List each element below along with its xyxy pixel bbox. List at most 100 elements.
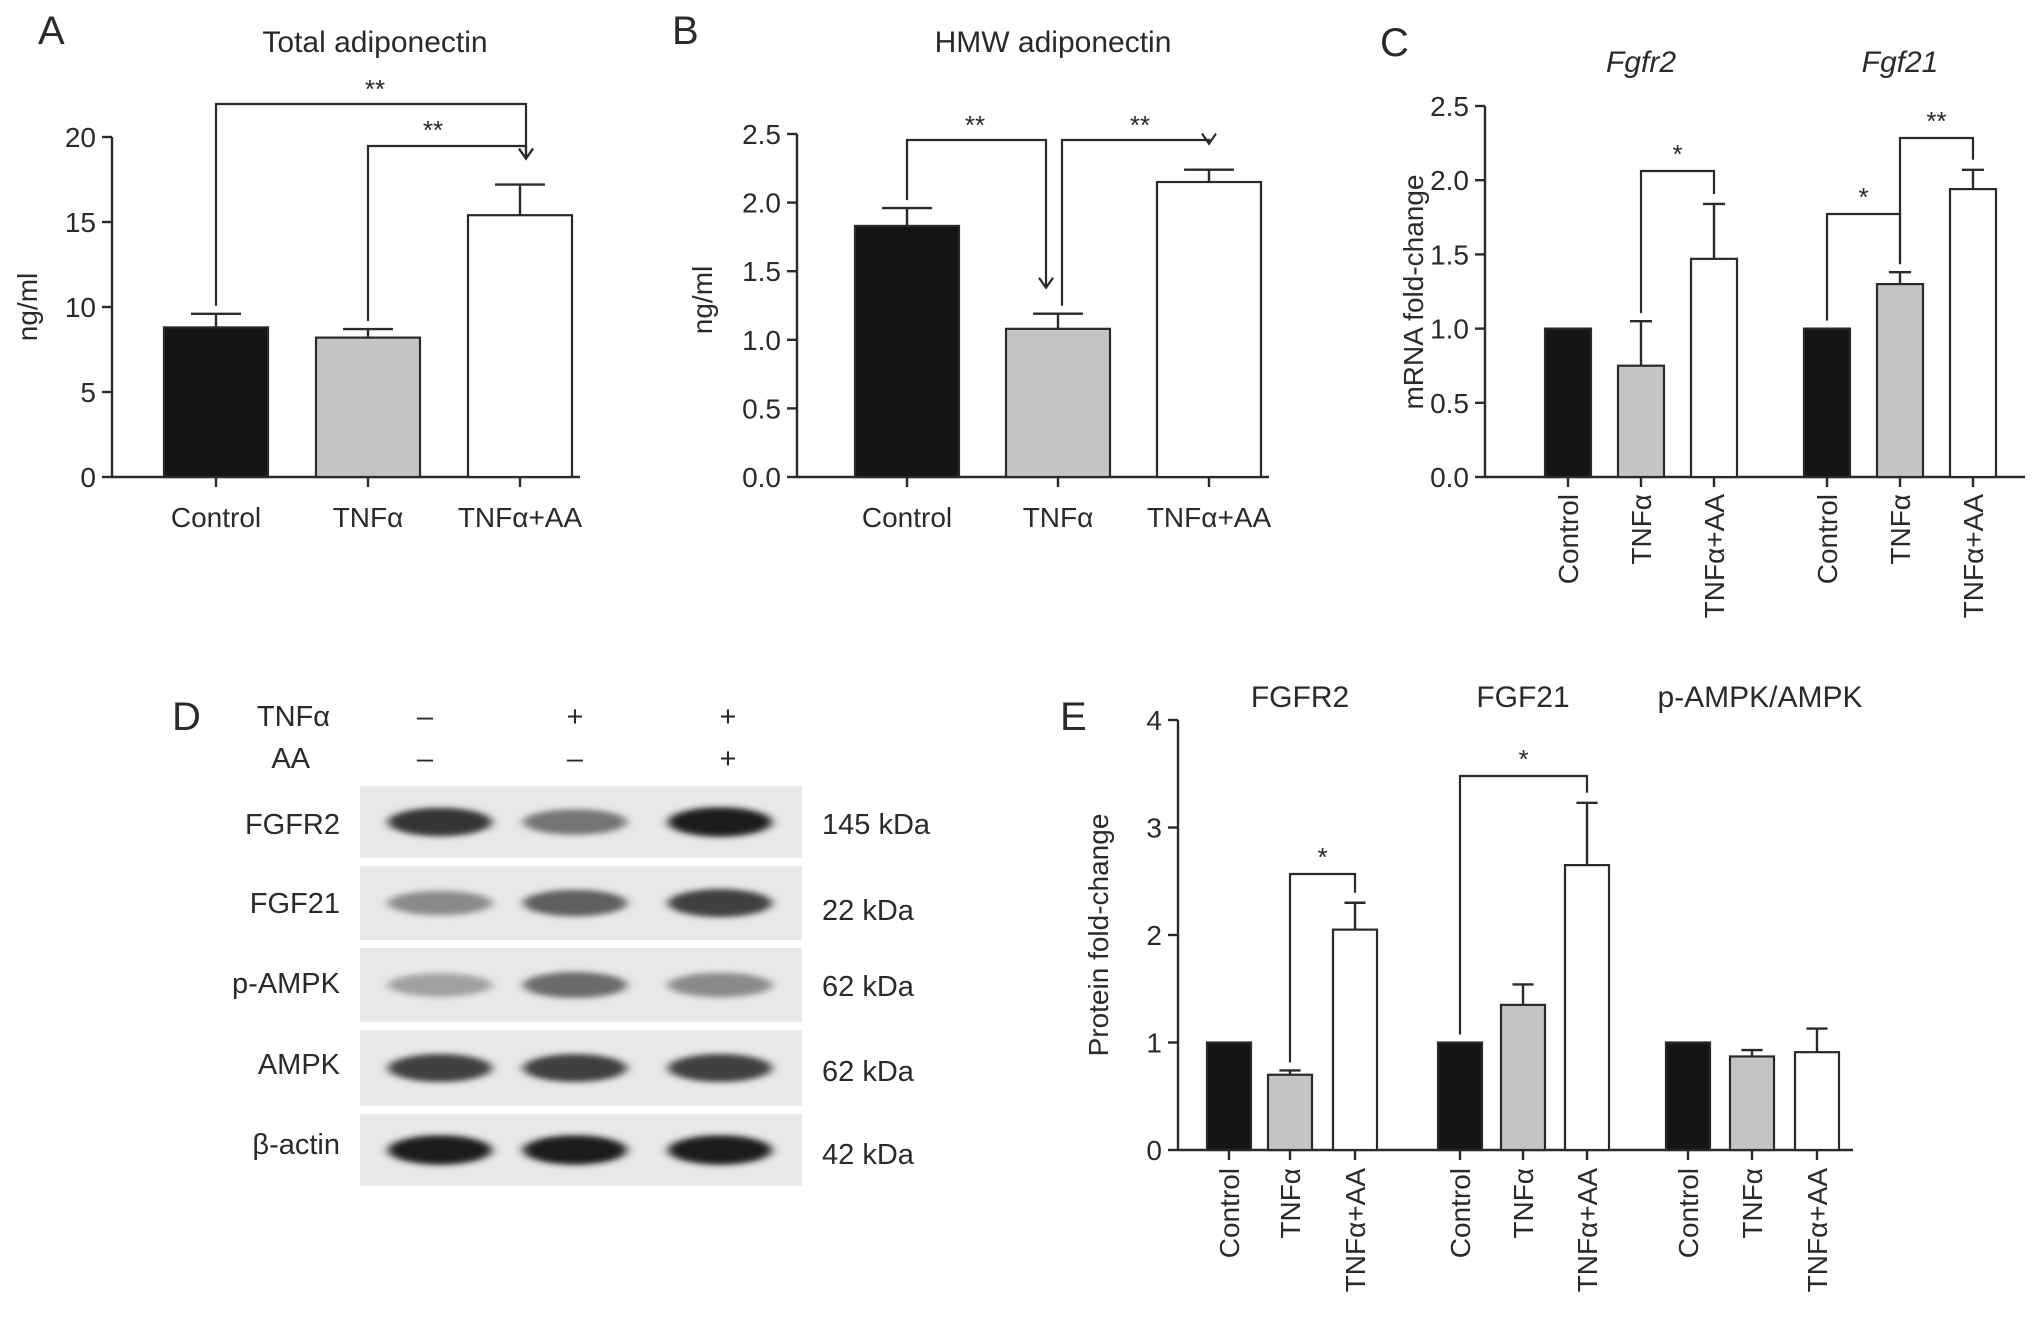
bar-control [1205, 1041, 1253, 1152]
blot-band [523, 889, 627, 917]
group-title: FGF21 [1476, 681, 1569, 714]
blot-band [668, 1135, 772, 1165]
blot-band [388, 973, 492, 997]
significance-bracket [366, 144, 528, 322]
x-tick-label: TNFα+AA [458, 502, 583, 533]
bar-tnfa-aa [1948, 188, 1998, 479]
y-tick-label: 1 [1146, 1028, 1162, 1059]
y-tick-label: 1.0 [1430, 314, 1469, 345]
panel-letter-c: C [1380, 21, 1409, 65]
condition-sign: + [720, 743, 737, 775]
significance-bracket [1898, 136, 1975, 265]
y-tick-label: 4 [1146, 705, 1162, 736]
y-tick-label: 3 [1146, 813, 1162, 844]
panel-letter-b: B [672, 9, 699, 53]
y-tick-label: 0 [1146, 1135, 1162, 1166]
y-tick-label: 2.5 [742, 119, 781, 150]
bar-tnfa-aa [1331, 928, 1379, 1152]
blot-band [523, 1135, 627, 1165]
group-title: Fgf21 [1862, 46, 1939, 79]
x-tick-label: TNFα+AA [1147, 502, 1272, 533]
x-tick-label: TNFα+AA [1340, 1168, 1371, 1293]
group-title: p-AMPK/AMPK [1657, 681, 1862, 714]
significance-arrow [1038, 277, 1054, 290]
significance-label: * [1317, 842, 1327, 872]
chart-title: Total adiponectin [262, 26, 487, 59]
y-tick-label: 0.0 [742, 462, 781, 493]
condition-sign: – [417, 743, 434, 775]
blot-size-label: 62 kDa [822, 1056, 915, 1088]
x-tick-label: Control [171, 502, 261, 533]
y-tick-label: 2.0 [742, 188, 781, 219]
x-tick-label: TNFα+AA [1572, 1168, 1603, 1293]
bar-tnfa [1875, 282, 1925, 479]
bar-tnfa [314, 336, 422, 479]
bar-control [853, 224, 961, 479]
blot-protein-label: β-actin [252, 1129, 340, 1161]
significance-bracket [905, 138, 1048, 288]
bar-tnfa-aa [466, 214, 574, 479]
condition-sign: + [720, 701, 737, 733]
panel-c-chart: 0.0 0.5 1.0 1.5 2.0 2.5 mRNA fold-change Contro… [1398, 46, 2025, 618]
significance-label: ** [1130, 110, 1150, 140]
x-tick-label: TNFα+AA [1699, 494, 1730, 619]
x-tick-label: Control [1673, 1168, 1704, 1258]
blot-band-row [388, 972, 772, 998]
bar-tnfa [1499, 1003, 1547, 1152]
panel-e-chart: 0 1 2 3 4 Protein fold-change Control TNFα TNFα+… [1083, 681, 1863, 1292]
group-title: FGFR2 [1251, 681, 1349, 714]
x-tick-label: TNFα [1626, 494, 1657, 565]
blot-protein-label: FGFR2 [245, 809, 340, 841]
bar-tnfa-aa [1689, 257, 1739, 479]
significance-label: ** [965, 110, 985, 140]
blot-size-label: 22 kDa [822, 895, 915, 927]
significance-bracket [1639, 169, 1716, 314]
bar-tnfa [1728, 1055, 1776, 1152]
blot-band-row [388, 807, 772, 837]
y-tick-label: 0.5 [1430, 388, 1469, 419]
y-tick-label: 0 [80, 462, 96, 493]
significance-label: * [1672, 139, 1682, 169]
blot-size-label: 62 kDa [822, 971, 915, 1003]
blot-band-row [388, 1135, 772, 1165]
condition-sign: – [567, 743, 584, 775]
bar-tnfa [1266, 1073, 1314, 1152]
panel-letter-e: E [1060, 695, 1087, 739]
bar-control [1436, 1041, 1484, 1152]
blot-band [388, 890, 492, 916]
bar-tnfa [1004, 327, 1112, 479]
x-tick-label: TNFα [1737, 1168, 1768, 1239]
blot-band [523, 809, 627, 835]
y-tick-label: 15 [65, 207, 96, 238]
blot-band [668, 972, 772, 998]
blot-band [388, 807, 492, 837]
panel-letter-a: A [38, 9, 65, 53]
x-tick-label: Control [1445, 1168, 1476, 1258]
blot-size-label: 42 kDa [822, 1139, 915, 1171]
chart-title: HMW adiponectin [935, 26, 1172, 59]
y-tick-label: 2.0 [1430, 165, 1469, 196]
blot-band [668, 1054, 772, 1082]
condition-label-aa: AA [271, 743, 310, 775]
blot-band [668, 889, 772, 917]
x-tick-label: TNFα+AA [1802, 1168, 1833, 1293]
blot-band [523, 1054, 627, 1082]
bar-tnfa-aa [1155, 180, 1263, 479]
condition-sign: + [567, 701, 584, 733]
bar-control [1664, 1041, 1712, 1152]
y-axis-label: mRNA fold-change [1398, 174, 1429, 409]
x-tick-label: Control [1553, 494, 1584, 584]
y-tick-label: 2 [1146, 920, 1162, 951]
x-tick-label: TNFα [1508, 1168, 1539, 1239]
y-tick-label: 1.5 [1430, 239, 1469, 270]
y-tick-label: 10 [65, 292, 96, 323]
significance-bracket [1288, 872, 1357, 1063]
significance-bracket [214, 102, 528, 306]
x-tick-label: Control [1812, 494, 1843, 584]
significance-label: * [1858, 182, 1868, 212]
y-axis-label: Protein fold-change [1083, 814, 1114, 1057]
y-tick-label: 5 [80, 377, 96, 408]
significance-label: ** [423, 115, 443, 145]
significance-arrow [1201, 133, 1217, 146]
